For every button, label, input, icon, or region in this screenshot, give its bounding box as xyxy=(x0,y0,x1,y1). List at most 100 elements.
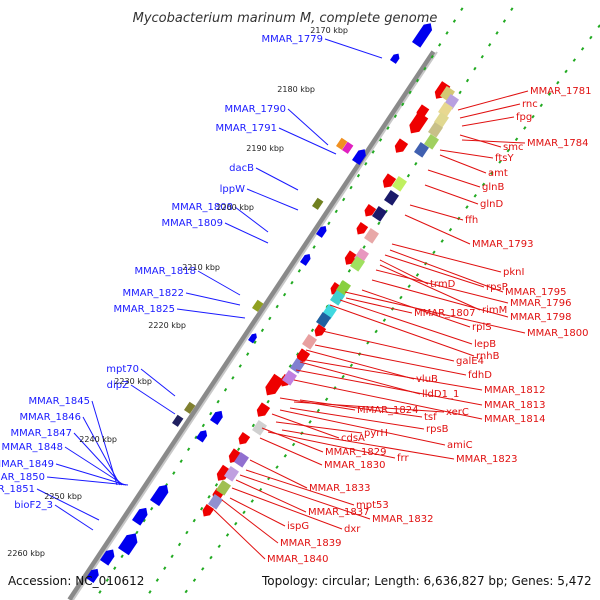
gene-feature-block[interactable] xyxy=(302,334,318,350)
right-strand-arrow[interactable] xyxy=(214,464,232,484)
gene-label-mmar-1837[interactable]: MMAR_1837 xyxy=(308,507,370,518)
gene-feature-block[interactable] xyxy=(342,141,354,154)
gene-label-mmar-1814[interactable]: MMAR_1814 xyxy=(484,414,546,425)
gene-label-amic[interactable]: amiC xyxy=(447,440,473,451)
gene-label-ftsy[interactable]: ftsY xyxy=(495,153,514,164)
gene-feature-block[interactable] xyxy=(183,401,196,414)
right-strand-arrow[interactable] xyxy=(354,222,369,237)
gene-feature-block[interactable] xyxy=(392,176,408,192)
left-strand-arrow[interactable] xyxy=(100,547,117,566)
gene-feature-block[interactable] xyxy=(364,228,380,244)
gene-label-mmar-1813[interactable]: MMAR_1813 xyxy=(484,400,546,411)
gene-feature-block[interactable] xyxy=(281,370,298,386)
left-strand-arrow[interactable] xyxy=(196,428,209,443)
gene-label-mmar-1846[interactable]: MMAR_1846 xyxy=(20,412,82,423)
right-strand-arrow[interactable] xyxy=(392,138,409,155)
gene-feature-block[interactable] xyxy=(330,290,346,306)
left-strand-arrow[interactable] xyxy=(248,332,259,344)
gene-label-mmar-1848[interactable]: MMAR_1848 xyxy=(2,442,64,453)
gene-label-smc[interactable]: smc xyxy=(503,142,523,153)
gene-feature-block[interactable] xyxy=(336,137,348,150)
gene-label-mmar-1796[interactable]: MMAR_1796 xyxy=(510,298,572,309)
gene-label-amt[interactable]: amt xyxy=(488,168,508,179)
right-strand-arrow[interactable] xyxy=(380,173,397,190)
gene-feature-block[interactable] xyxy=(224,466,240,482)
gene-label-mmar-1847[interactable]: MMAR_1847 xyxy=(11,428,73,439)
gene-label-ffh[interactable]: ffh xyxy=(465,215,478,226)
gene-label-mmar-1824[interactable]: MMAR_1824 xyxy=(357,405,419,416)
left-strand-arrow[interactable] xyxy=(316,224,329,238)
gene-label-gale4[interactable]: galE4 xyxy=(456,356,484,367)
gene-label-mmar-1840[interactable]: MMAR_1840 xyxy=(267,554,329,565)
left-strand-arrow[interactable] xyxy=(210,408,225,426)
gene-label-mmar-1833[interactable]: MMAR_1833 xyxy=(309,483,371,494)
gene-label-ispg[interactable]: ispG xyxy=(287,521,309,532)
gene-label-pyrh[interactable]: pyrH xyxy=(364,428,388,439)
gene-feature-block[interactable] xyxy=(428,122,444,138)
gene-feature-block[interactable] xyxy=(216,480,232,496)
right-strand-arrow[interactable] xyxy=(226,448,243,465)
gene-label-fpg[interactable]: fpg xyxy=(516,112,532,123)
gene-label-mmar-1839[interactable]: MMAR_1839 xyxy=(280,538,342,549)
gene-feature-block[interactable] xyxy=(372,206,388,222)
right-strand-arrow[interactable] xyxy=(294,348,311,365)
gene-label-xerc[interactable]: xerC xyxy=(446,407,469,418)
gene-label-mmar-1800[interactable]: MMAR_1800 xyxy=(527,328,589,339)
gene-feature-block[interactable] xyxy=(312,197,324,210)
left-strand-arrow[interactable] xyxy=(352,147,368,166)
gene-feature-block[interactable] xyxy=(208,494,224,510)
gene-feature-block[interactable] xyxy=(172,414,184,427)
gene-label-mmar-1808[interactable]: MMAR_1808 xyxy=(172,202,234,213)
gene-label-cdsa[interactable]: cdsA xyxy=(341,433,365,444)
gene-label-tsf[interactable]: tsf xyxy=(424,412,437,423)
gene-feature-block[interactable] xyxy=(251,299,264,312)
gene-label-mmar-1850[interactable]: MMAR_1850 xyxy=(0,472,45,483)
left-strand-arrow[interactable] xyxy=(412,20,435,48)
gene-label-mmar-1830[interactable]: MMAR_1830 xyxy=(324,460,386,471)
gene-label-mmar-1818[interactable]: MMAR_1818 xyxy=(135,266,197,277)
gene-label-lppw[interactable]: lppW xyxy=(220,184,245,195)
gene-label-rnhb[interactable]: rnhB xyxy=(476,351,500,362)
gene-label-mmar-1791[interactable]: MMAR_1791 xyxy=(216,123,278,134)
gene-feature-block[interactable] xyxy=(434,112,450,128)
gene-label-frr[interactable]: frr xyxy=(397,453,409,464)
right-strand-arrow[interactable] xyxy=(200,504,215,519)
gene-label-mmar-1823[interactable]: MMAR_1823 xyxy=(456,454,518,465)
gene-label-fdhd[interactable]: fdhD xyxy=(468,370,492,381)
gene-label-mmar-1809[interactable]: MMAR_1809 xyxy=(162,218,224,229)
right-strand-arrow[interactable] xyxy=(362,204,377,219)
right-strand-arrow[interactable] xyxy=(254,402,271,419)
gene-feature-block[interactable] xyxy=(384,190,400,206)
gene-feature-block[interactable] xyxy=(424,134,440,150)
right-strand-arrow[interactable] xyxy=(236,432,251,447)
gene-label-mmar-1793[interactable]: MMAR_1793 xyxy=(472,239,534,250)
gene-label-mmar-1807[interactable]: MMAR_1807 xyxy=(414,308,476,319)
left-strand-arrow[interactable] xyxy=(86,566,101,584)
gene-label-mpt53[interactable]: mpt53 xyxy=(356,500,389,511)
left-strand-arrow[interactable] xyxy=(390,52,401,64)
left-strand-arrow[interactable] xyxy=(132,505,150,526)
left-strand-arrow[interactable] xyxy=(300,252,313,266)
gene-label-mmar-1849[interactable]: MMAR_1849 xyxy=(0,459,54,470)
gene-label-mmar-1851[interactable]: MMAR_1851 xyxy=(0,484,35,495)
gene-label-glnb[interactable]: glnB xyxy=(482,182,504,193)
gene-feature-block[interactable] xyxy=(335,280,352,296)
gene-label-rpsb[interactable]: rpsB xyxy=(426,424,449,435)
right-strand-arrow[interactable] xyxy=(432,81,451,102)
gene-label-mmar-1790[interactable]: MMAR_1790 xyxy=(225,104,287,115)
gene-label-mmar-1822[interactable]: MMAR_1822 xyxy=(123,288,185,299)
gene-label-mmar-1798[interactable]: MMAR_1798 xyxy=(510,312,572,323)
gene-label-lldd1-1[interactable]: lldD1_1 xyxy=(422,389,459,400)
gene-label-biof2-3[interactable]: bioF2_3 xyxy=(14,500,53,511)
gene-label-mmar-1845[interactable]: MMAR_1845 xyxy=(29,396,91,407)
gene-label-pkni[interactable]: pknI xyxy=(503,267,524,278)
gene-label-dxr[interactable]: dxr xyxy=(344,524,361,535)
gene-label-glnd[interactable]: glnD xyxy=(480,199,503,210)
gene-label-rimm[interactable]: rimM xyxy=(482,305,507,316)
right-strand-arrow[interactable] xyxy=(262,373,285,399)
gene-label-trmd[interactable]: trmD xyxy=(430,279,456,290)
gene-feature-block[interactable] xyxy=(251,420,268,436)
gene-label-rnc[interactable]: rnc xyxy=(522,99,538,110)
gene-label-mmar-1784[interactable]: MMAR_1784 xyxy=(527,138,589,149)
gene-label-mmar-1829[interactable]: MMAR_1829 xyxy=(325,447,387,458)
